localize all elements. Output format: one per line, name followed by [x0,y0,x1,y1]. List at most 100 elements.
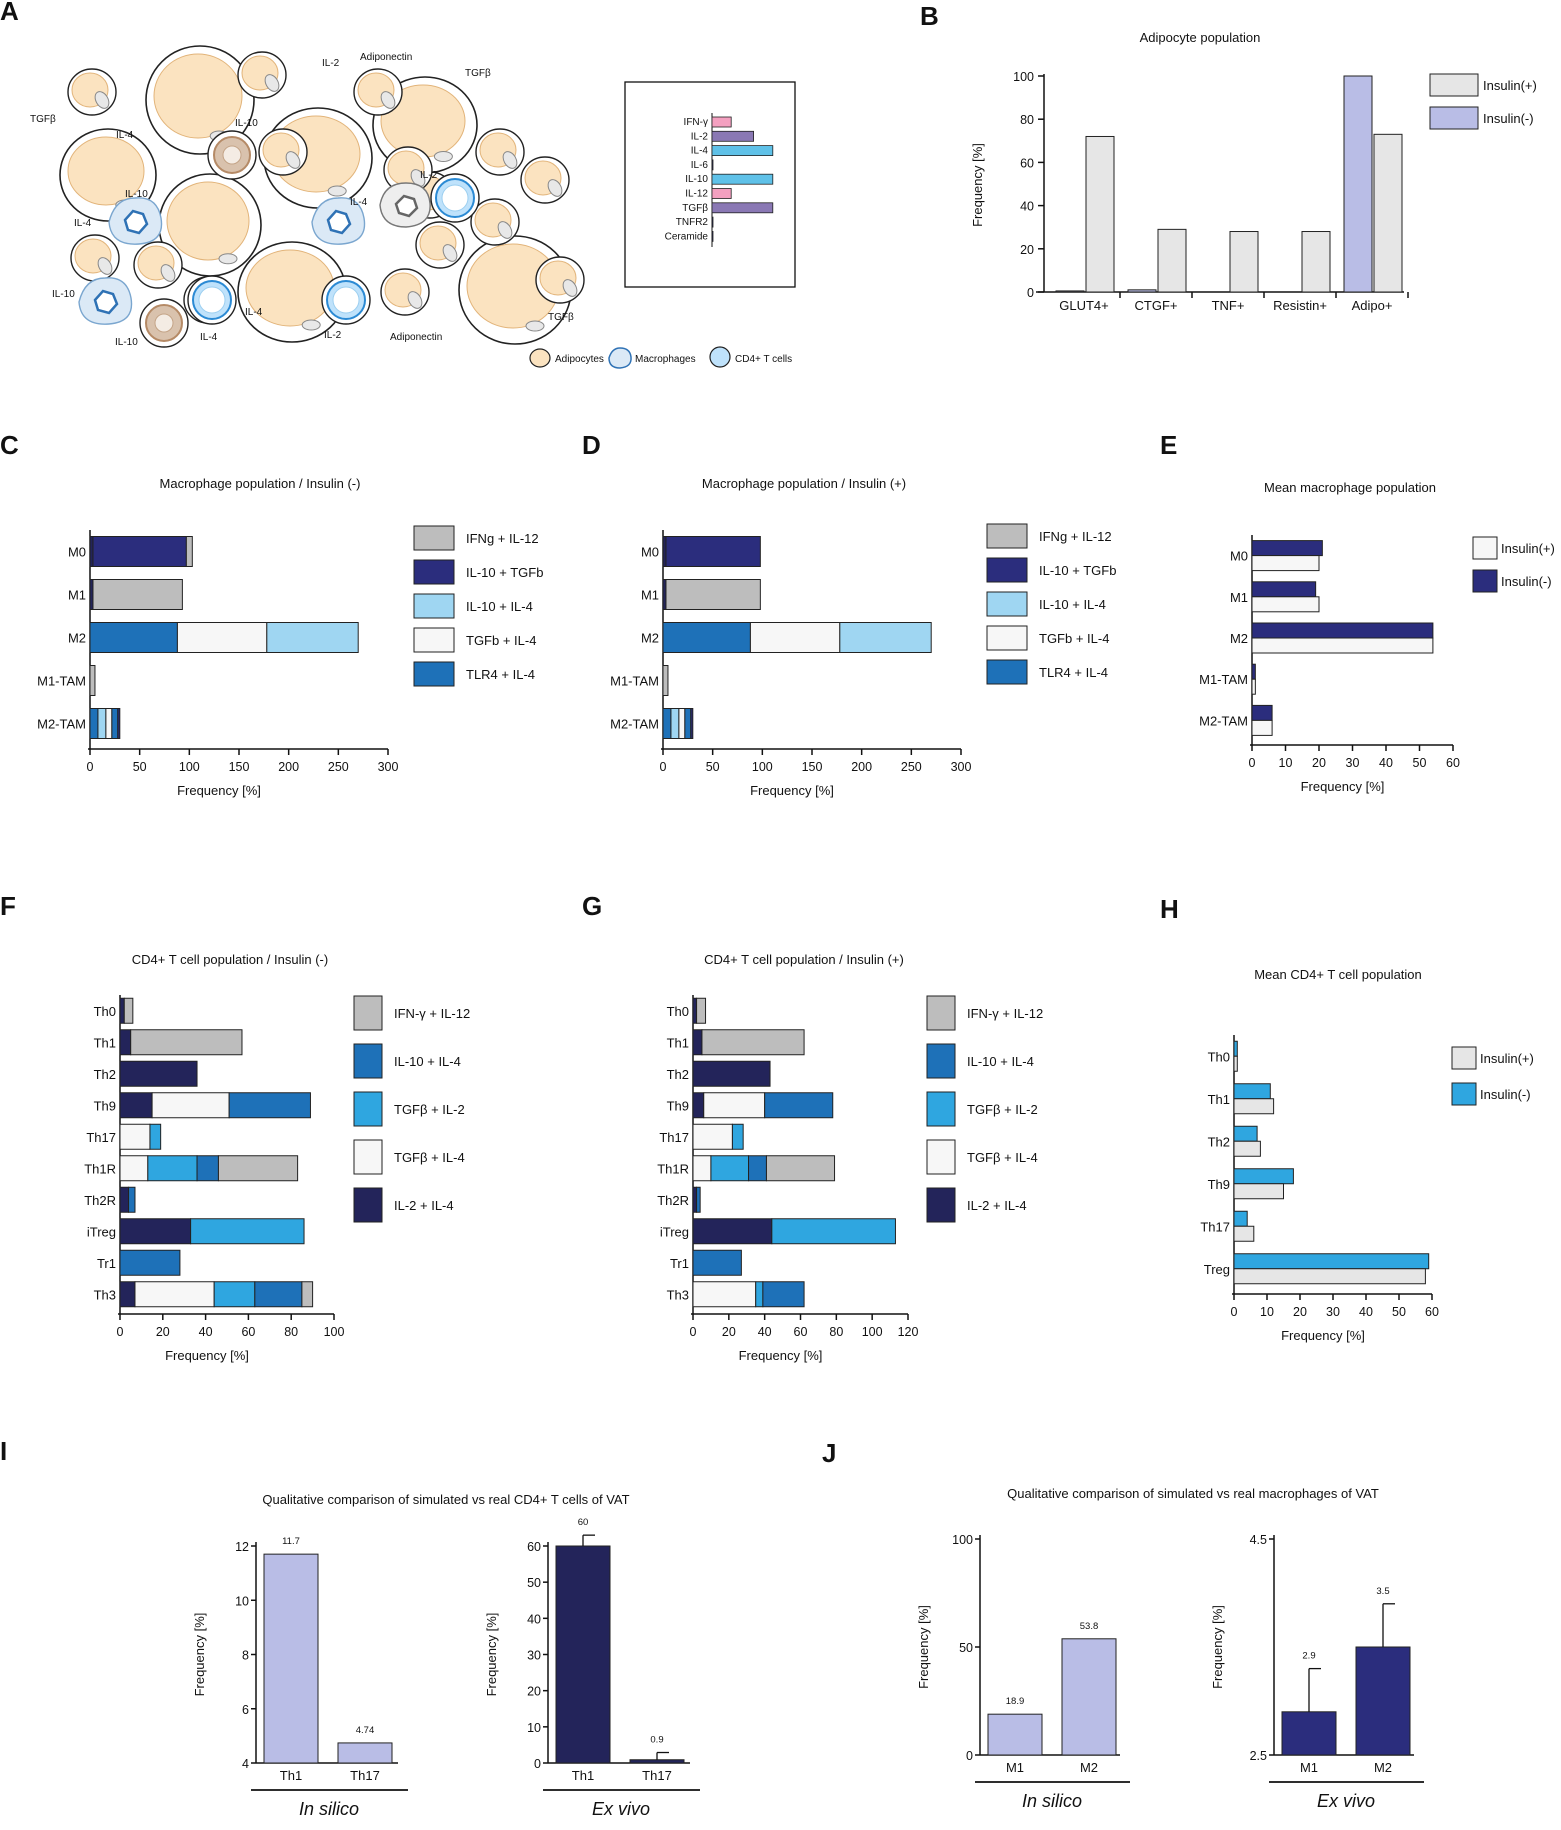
bar-segment-th2r-1 [128,1186,136,1213]
bar-th9-insulin [1233,1183,1284,1200]
x-tick-label: 40 [1379,756,1393,770]
panel-c: C Macrophage population / Insulin (-) M0 M1… [0,430,543,798]
adipocyte-small [70,234,120,282]
inset-bar-il-4 [711,145,774,157]
adipocyte-small [258,128,308,176]
condition-label-ex-vivo: Ex vivo [1317,1791,1375,1811]
legend-swatch-tgfb-il-4 [986,625,1028,651]
legend-swatch-tgf-il-4 [926,1139,956,1175]
y-axis-label: Frequency [%] [484,1613,499,1697]
data-label-th17: 4.74 [356,1725,375,1736]
x-tick-label: 40 [1359,1305,1373,1319]
legend-swatch-il-10-il-4 [413,593,455,619]
category-label-tnf: TNF+ [1212,298,1245,313]
bar-th2-insulin [1233,1125,1258,1142]
brown-cell-nucleus [154,313,174,333]
category-label-m2: M2 [641,631,659,646]
category-label-adipo: Adipo+ [1352,298,1393,313]
x-tick-label: 40 [199,1325,213,1339]
bar-segment-th3-0 [119,1281,136,1308]
legend-label-tgf-il-2: TGFβ + IL-2 [967,1102,1038,1117]
y-tick-label: 0 [534,1757,541,1771]
category-label-th0: Th0 [94,1004,116,1019]
bar-m1-tam-insulin [1251,663,1256,680]
macrophage-nucleus [123,209,149,235]
adipocyte-nucleus [264,74,280,92]
category-label-m1: M1 [1300,1760,1318,1775]
bar-segment-m2-0 [662,622,751,653]
bar-segment-th1-0 [119,1029,132,1056]
bar-segment-th3-3 [254,1281,303,1308]
category-label-treg: Treg [1204,1262,1230,1277]
bar-segment-th2r-0 [119,1186,130,1213]
adipocyte-small [380,268,430,316]
category-label-th9: Th9 [667,1098,689,1113]
y-tick-label: 100 [1013,70,1034,84]
bar-segment-th3-2 [762,1281,805,1308]
y-tick-label: 40 [527,1612,541,1626]
y-tick-label: 100 [952,1533,973,1547]
inset-category-label: IL-2 [691,131,709,142]
y-tick-label: 40 [1020,200,1034,214]
x-tick-label: 100 [179,760,200,774]
chart-title: Mean CD4+ T cell population [1254,967,1422,982]
legend-label-tgf-il-4: TGFβ + IL-4 [394,1150,465,1165]
bar-segment-th9-1 [703,1092,766,1119]
data-label-m2: 3.5 [1376,1586,1389,1597]
data-label-m1: 18.9 [1006,1696,1025,1707]
category-label-th3: Th3 [667,1287,689,1302]
legend-swatch-il-10-il-4 [926,1043,956,1079]
bar-segment-m2-2 [839,622,932,653]
panel-g: G CD4+ T cell population / Insulin (+) Th0… [582,891,1043,1363]
legend-swatch-ifn-il-12 [353,995,383,1031]
category-label-th2: Th2 [1208,1134,1230,1149]
bar-segment-th3-0 [692,1281,757,1308]
legend-label-cd4-t-cells: CD4+ T cells [735,354,792,365]
x-tick-label: 0 [117,1325,124,1339]
bar-m2 [1061,1638,1117,1756]
bar-segment-th1r-2 [748,1155,767,1182]
category-label-th9: Th9 [94,1098,116,1113]
bar-segment-th1r-1 [147,1155,198,1182]
bar-segment-th9-0 [692,1092,705,1119]
legend-label-adipocytes: Adipocytes [555,354,604,365]
category-label-th17: Th17 [1200,1219,1230,1234]
cell-type-legend: Adipocytes Macrophages CD4+ T cells [529,346,792,369]
bar-segment-th2r-1 [696,1186,701,1213]
y-tick-label: 20 [1020,243,1034,257]
y-tick-label: 10 [235,1594,249,1608]
y-tick-label: 0 [1027,286,1034,300]
category-label-th0: Th0 [1208,1049,1230,1064]
bar-segment-m1-tam-0 [662,665,669,696]
x-tick-label: 10 [1260,1305,1274,1319]
legend-label-tgf-il-2: TGFβ + IL-2 [394,1102,465,1117]
category-label-m0: M0 [641,545,659,560]
bar-segment-m1-tam-0 [89,665,96,696]
adipocyte-large [237,241,347,343]
condition-label-in-silico: In silico [1022,1791,1082,1811]
cd4-t-cell [187,275,237,325]
x-tick-label: 100 [862,1325,883,1339]
macrophage-nucleus [394,194,419,218]
category-label-m2-tam: M2-TAM [1199,713,1248,728]
panel-j: J Qualitative comparison of simulated vs … [822,1438,1424,1811]
adipocyte-nucleus [410,169,426,187]
bar-segment-th0-1 [696,997,707,1024]
category-label-ctgf: CTGF+ [1135,298,1178,313]
bar-segment-th0-1 [123,997,134,1024]
x-tick-label: 60 [1446,756,1460,770]
category-label-th17: Th17 [350,1768,380,1783]
legend-label-il-10-il-4: IL-10 + IL-4 [394,1054,461,1069]
data-label-th1: 60 [578,1517,589,1528]
panel-d: D Macrophage population / Insulin (+) M0 M1… [582,430,1116,798]
category-label-m0: M0 [1230,549,1248,564]
macrophage-nucleus [326,209,352,235]
bar-th17 [337,1742,393,1764]
adipocyte-nucleus [562,279,578,297]
bar-m2-tam-insulin [1251,704,1273,721]
tissue-label-il-4: IL-4 [245,307,263,318]
tissue-label-tgf: TGFβ [548,312,574,323]
legend-swatch-insulin [1429,73,1479,97]
bar-segment-th17-0 [119,1123,151,1150]
legend-swatch-insulin [1451,1082,1477,1106]
